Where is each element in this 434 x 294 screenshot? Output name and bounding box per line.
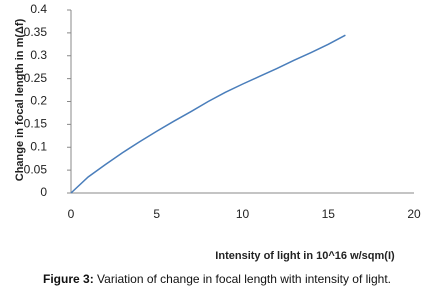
y-tick-label: 0.3	[30, 48, 47, 62]
x-tick-label: 5	[153, 207, 160, 221]
x-tick-label: 10	[236, 207, 250, 221]
y-tick-label: 0.4	[30, 2, 47, 16]
y-tick-label: 0.25	[24, 71, 48, 85]
x-tick-label: 20	[407, 207, 421, 221]
y-tick-label: 0.1	[30, 139, 47, 153]
x-axis-label: Intensity of light in 10^16 w/sqm(I)	[215, 250, 395, 262]
caption-label: Figure 3:	[43, 272, 94, 286]
y-tick-label: 0.35	[24, 25, 48, 39]
caption: Figure 3: Variation of change in focal l…	[0, 272, 434, 286]
x-tick-label: 0	[68, 207, 75, 221]
caption-text: Variation of change in focal length with…	[97, 272, 391, 286]
y-tick-label: 0.2	[30, 94, 47, 108]
y-axis-label: Change in focal length in m(Δf)	[14, 18, 26, 181]
y-tick-label: 0.05	[24, 162, 48, 176]
chart: Change in focal length in m(Δf) Intensit…	[14, 2, 421, 262]
line-series	[70, 34, 346, 194]
y-tick-label: 0.15	[24, 117, 48, 131]
y-tick-label: 0	[40, 185, 47, 199]
x-tick-label: 15	[322, 207, 336, 221]
